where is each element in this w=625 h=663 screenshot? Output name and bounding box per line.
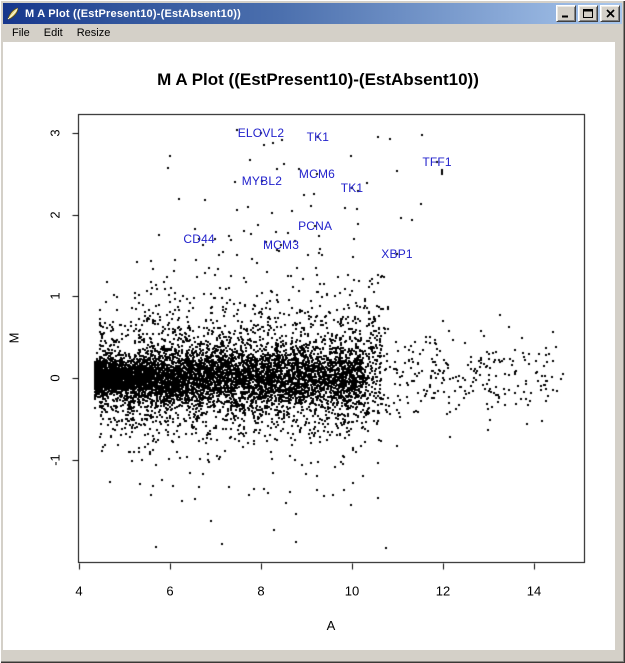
- menu-edit[interactable]: Edit: [43, 27, 63, 39]
- gene-label-cd44: CD44: [183, 232, 215, 247]
- plot-title: M A Plot ((EstPresent10)-(EstAbsent10)): [157, 70, 479, 89]
- gene-label-mybl2: MYBL2: [241, 174, 283, 189]
- x-tick-label: 8: [257, 583, 265, 599]
- x-tick-label: 12: [435, 583, 451, 599]
- feather-app-icon: [5, 6, 21, 22]
- y-tick-label: 2: [47, 210, 63, 219]
- scatter-canvas: [3, 42, 615, 650]
- y-tick-label: 3: [47, 129, 63, 137]
- window-controls: [556, 5, 620, 22]
- y-tick-label: -1: [47, 453, 63, 466]
- gene-label-elovl2: ELOVL2: [237, 125, 285, 140]
- gene-label-mcm6: MCM6: [298, 166, 336, 181]
- y-tick-label: 0: [47, 374, 63, 382]
- minimize-button[interactable]: [556, 5, 576, 22]
- menubar: File Edit Resize: [3, 24, 622, 42]
- plot-area: M A Plot ((EstPresent10)-(EstAbsent10)) …: [3, 42, 615, 650]
- maximize-icon: [583, 9, 593, 18]
- y-tick-label: 1: [47, 292, 63, 300]
- gene-label-xbp1: XBP1: [381, 246, 413, 261]
- gene-label-tk1: TK1: [340, 180, 364, 195]
- gene-label-pcna: PCNA: [298, 219, 333, 234]
- menu-file[interactable]: File: [12, 27, 30, 39]
- menu-resize[interactable]: Resize: [76, 27, 111, 39]
- x-tick-label: 14: [526, 583, 542, 599]
- x-tick-label: 4: [75, 583, 83, 599]
- close-icon: [605, 9, 615, 18]
- y-axis-label: M: [6, 332, 22, 344]
- x-tick-label: 10: [344, 583, 360, 599]
- x-axis-label: A: [326, 618, 336, 633]
- gene-label-mcm3: MCM3: [262, 237, 300, 252]
- gene-label-tk1: TK1: [306, 129, 330, 144]
- gene-label-tff1: TFF1: [422, 155, 452, 170]
- minimize-icon: [562, 15, 568, 18]
- window-title: M A Plot ((EstPresent10)-(EstAbsent10)): [25, 7, 242, 20]
- close-button[interactable]: [600, 5, 620, 22]
- maximize-button[interactable]: [578, 5, 598, 22]
- titlebar[interactable]: M A Plot ((EstPresent10)-(EstAbsent10)): [3, 3, 622, 24]
- x-tick-label: 6: [166, 583, 174, 599]
